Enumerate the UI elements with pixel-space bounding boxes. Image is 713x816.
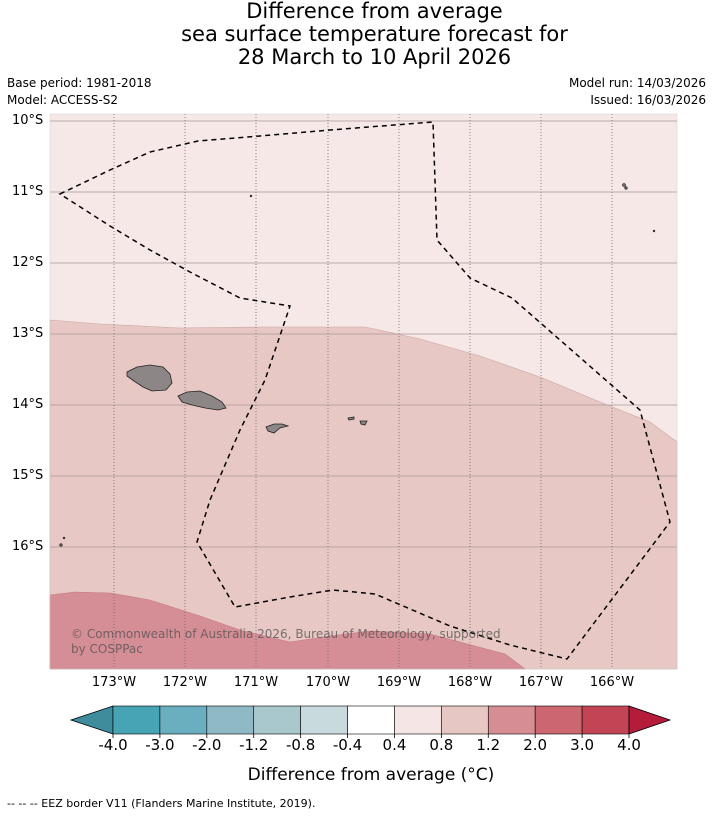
- island-tutuila: [265, 423, 290, 434]
- lat-label-15s: 15°S: [12, 468, 44, 483]
- colorbar-tick-label: 3.0: [570, 736, 595, 754]
- islet-north: [249, 194, 253, 198]
- colorbar-tick-label: 0.8: [429, 736, 454, 754]
- colorbar-tick-label: 0.4: [382, 736, 407, 754]
- lat-label-16s: 16°S: [12, 539, 44, 554]
- island-savaii: [126, 364, 173, 392]
- title-line-2: sea surface temperature forecast for: [181, 22, 568, 46]
- colorbar-tick-label: 1.2: [476, 736, 501, 754]
- issued-date: Issued: 16/03/2026: [590, 93, 706, 107]
- lon-label-169w: 169°W: [376, 675, 422, 690]
- latitude-grid: [50, 120, 677, 548]
- colorbar-tick-label: 4.0: [617, 736, 641, 754]
- colorbar: [69, 705, 672, 738]
- colorbar-segment: [253, 705, 301, 735]
- lat-label-10s: 10°S: [12, 113, 44, 128]
- lon-label-167w: 167°W: [518, 675, 564, 690]
- colorbar-tick-label: -0.8: [285, 736, 316, 754]
- model-name: Model: ACCESS-S2: [7, 93, 119, 107]
- eez-border-tokelau: [58, 121, 671, 660]
- colorbar-segment: [112, 705, 161, 735]
- meta-left: Base period: 1981-2018 Model: ACCESS-S2: [7, 75, 152, 109]
- colorbar-segment: [159, 705, 208, 735]
- base-period: Base period: 1981-2018: [7, 76, 152, 90]
- colorbar-tick-label: -3.0: [145, 736, 175, 754]
- colorbar-extend-high: [628, 705, 672, 735]
- eez-borders: [58, 121, 671, 660]
- lat-label-12s: 12°S: [12, 255, 44, 270]
- lon-label-171w: 171°W: [233, 675, 279, 690]
- colorbar-segment: [441, 705, 489, 735]
- lon-label-168w: 168°W: [447, 675, 493, 690]
- islet-swains-b: [624, 186, 628, 190]
- colorbar-tick-label: -0.4: [332, 736, 363, 754]
- colorbar-segment: [347, 705, 395, 735]
- colorbar-tick-label: -1.2: [239, 736, 269, 754]
- islet-rose-west-b: [62, 536, 66, 540]
- copyright-notice: © Commonwealth of Australia 2026, Bureau…: [71, 627, 501, 656]
- lon-label-173w: 173°W: [91, 675, 137, 690]
- colorbar-segment: [300, 705, 348, 735]
- colorbar-segment: [534, 705, 583, 735]
- title-line-1: Difference from average: [246, 0, 503, 23]
- lat-label-11s: 11°S: [12, 184, 44, 199]
- map-frame: [49, 113, 678, 670]
- colorbar-segment: [394, 705, 442, 735]
- lon-label-166w: 166°W: [589, 675, 635, 690]
- island-upolu: [177, 390, 227, 411]
- islet-east: [652, 229, 656, 233]
- map-title: Difference from average sea surface temp…: [0, 0, 713, 69]
- colorbar-segment: [487, 705, 536, 735]
- lat-label-14s: 14°S: [12, 397, 44, 412]
- island-tau: [359, 420, 368, 426]
- title-line-3: 28 March to 10 April 2026: [237, 45, 512, 69]
- colorbar-tick-label: -2.0: [192, 736, 222, 754]
- colorbar-tick-label: -4.0: [98, 736, 128, 754]
- model-run: Model run: 14/03/2026: [568, 76, 706, 90]
- lon-label-172w: 172°W: [162, 675, 208, 690]
- colorbar-title: Difference from average (°C): [247, 765, 495, 785]
- lon-label-170w: 170°W: [305, 675, 351, 690]
- zone-1-2-to-2-0: [49, 591, 526, 670]
- islet-swains-a: [622, 183, 626, 187]
- eez-legend-note: -- -- -- EEZ border V11 (Flanders Marine…: [7, 797, 316, 810]
- islet-rose-west: [59, 543, 63, 547]
- island-ofu: [347, 416, 355, 421]
- colorbar-tick-label: 2.0: [523, 736, 548, 754]
- meta-right: Model run: 14/03/2026 Issued: 16/03/2026: [569, 75, 706, 109]
- land-masses: [59, 183, 656, 547]
- lat-label-13s: 13°S: [12, 326, 44, 341]
- colorbar-extend-low: [69, 705, 114, 735]
- longitude-grid: [113, 114, 613, 669]
- colorbar-segment: [581, 705, 630, 735]
- colorbar-segment: [206, 705, 255, 735]
